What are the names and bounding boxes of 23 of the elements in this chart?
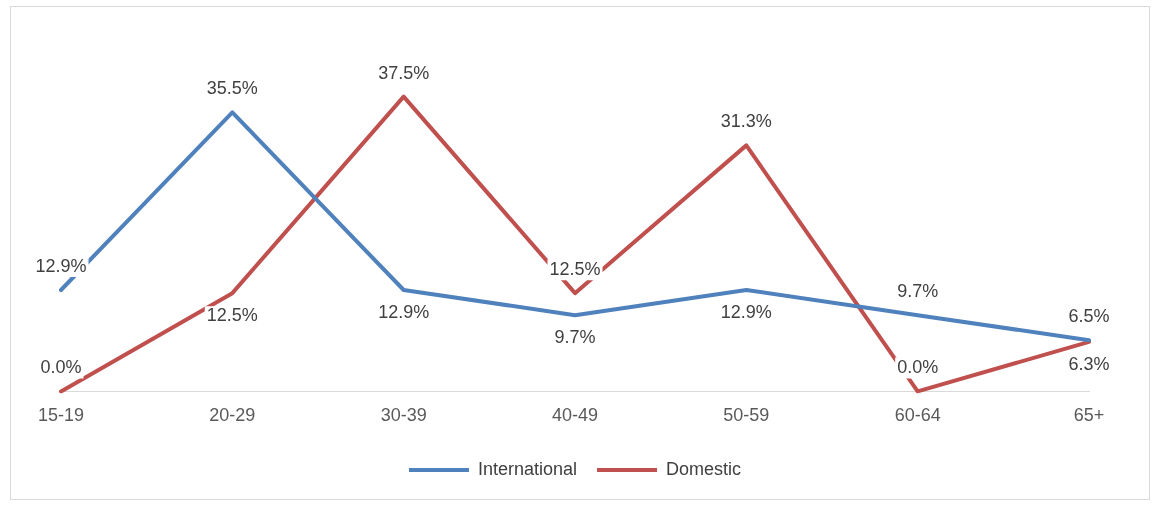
data-label: 12.9% bbox=[720, 301, 772, 322]
data-label: 0.0% bbox=[40, 357, 82, 378]
x-tick-label: 60-64 bbox=[894, 405, 941, 426]
legend-label: Domestic bbox=[666, 458, 742, 479]
data-label: 31.3% bbox=[720, 111, 772, 132]
data-label: 12.5% bbox=[549, 259, 601, 280]
data-label: 6.3% bbox=[1068, 353, 1110, 374]
x-tick-label: 50-59 bbox=[723, 405, 770, 426]
x-tick-label: 65+ bbox=[1073, 405, 1105, 426]
legend-label: International bbox=[477, 458, 578, 479]
x-tick-label: 40-49 bbox=[551, 405, 599, 426]
x-tick-label: 20-29 bbox=[209, 405, 256, 426]
data-label: 0.0% bbox=[897, 357, 939, 378]
data-label: 9.7% bbox=[554, 327, 596, 348]
data-label: 37.5% bbox=[378, 62, 430, 83]
data-label: 6.5% bbox=[1068, 306, 1110, 327]
data-label: 12.9% bbox=[35, 255, 87, 276]
data-label: 12.5% bbox=[206, 305, 258, 326]
x-tick-label: 30-39 bbox=[380, 405, 427, 426]
data-label: 9.7% bbox=[897, 281, 939, 302]
data-label: 12.9% bbox=[378, 301, 430, 322]
x-tick-label: 15-19 bbox=[37, 405, 85, 426]
data-label: 35.5% bbox=[206, 78, 258, 99]
